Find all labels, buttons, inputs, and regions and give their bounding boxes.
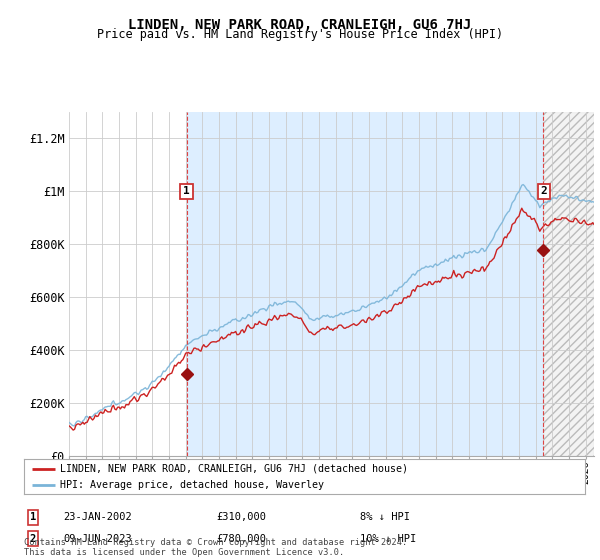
Text: 2: 2 [30,534,36,544]
Text: 1: 1 [183,186,190,197]
Text: 8% ↓ HPI: 8% ↓ HPI [360,512,410,522]
Text: £310,000: £310,000 [216,512,266,522]
Bar [187,112,543,456]
Text: HPI: Average price, detached house, Waverley: HPI: Average price, detached house, Wave… [61,479,325,489]
Text: 10% ↓ HPI: 10% ↓ HPI [360,534,416,544]
Text: £780,000: £780,000 [216,534,266,544]
Text: Price paid vs. HM Land Registry's House Price Index (HPI): Price paid vs. HM Land Registry's House … [97,28,503,41]
Text: 2: 2 [541,186,547,197]
Text: LINDEN, NEW PARK ROAD, CRANLEIGH, GU6 7HJ: LINDEN, NEW PARK ROAD, CRANLEIGH, GU6 7H… [128,18,472,32]
Text: LINDEN, NEW PARK ROAD, CRANLEIGH, GU6 7HJ (detached house): LINDEN, NEW PARK ROAD, CRANLEIGH, GU6 7H… [61,464,409,474]
Bar [543,112,594,456]
Text: 23-JAN-2002: 23-JAN-2002 [63,512,132,522]
Text: Contains HM Land Registry data © Crown copyright and database right 2024.
This d: Contains HM Land Registry data © Crown c… [24,538,407,557]
Text: 1: 1 [30,512,36,522]
Bar [543,112,594,456]
Text: 09-JUN-2023: 09-JUN-2023 [63,534,132,544]
